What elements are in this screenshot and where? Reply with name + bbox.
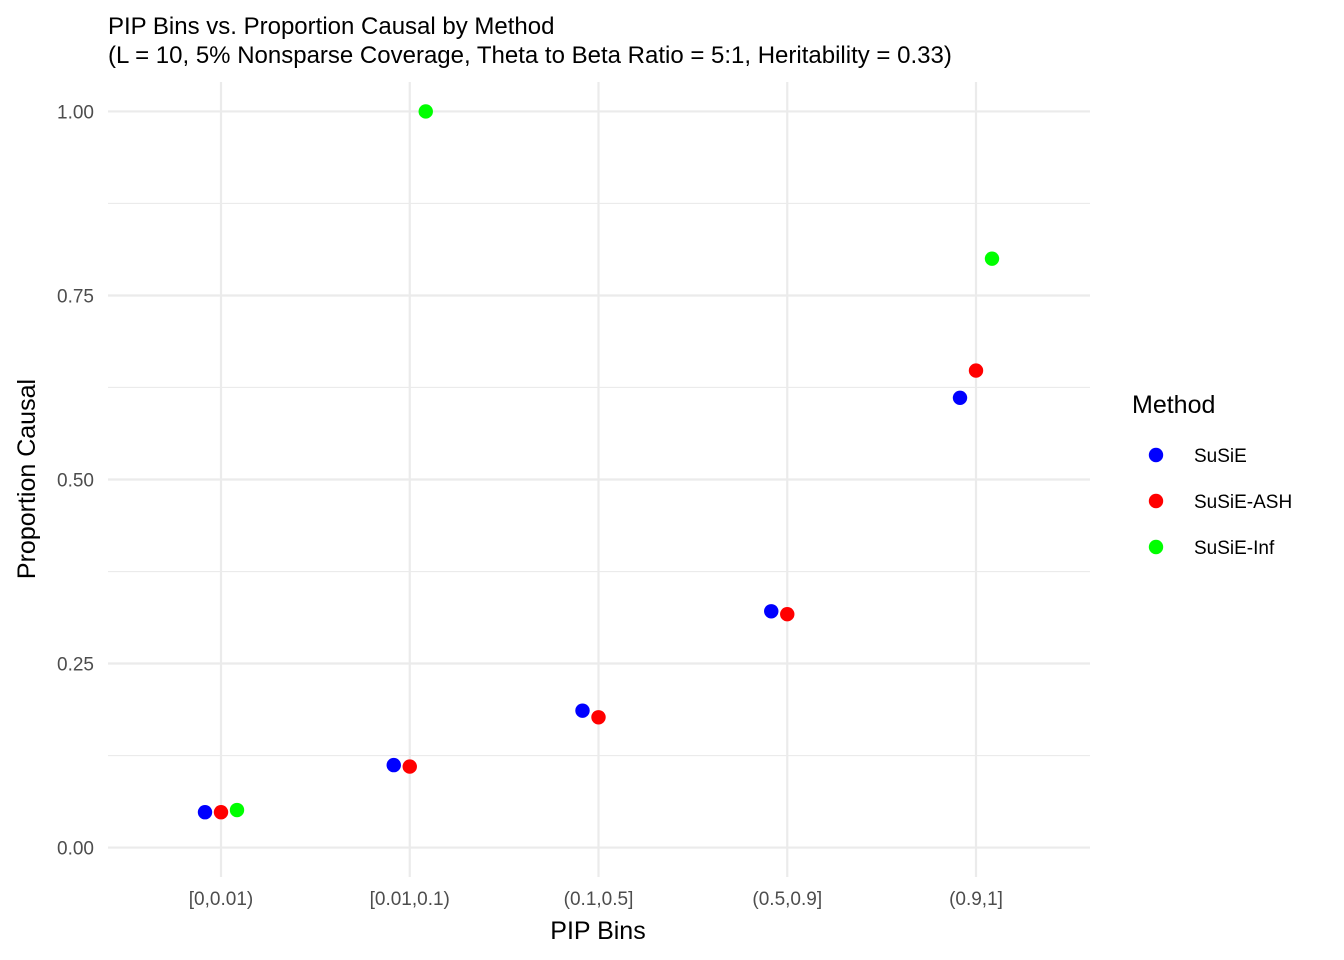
y-tick-label: 0.00 [57, 839, 94, 860]
y-axis-ticks: 0.00 0.25 0.50 0.75 1.00 [57, 102, 94, 859]
x-tick-label: [0.01,0.1) [370, 889, 450, 910]
data-point-susie-ash [968, 363, 984, 378]
legend-title: Method [1132, 391, 1215, 419]
x-axis-ticks: [0,0.01) [0.01,0.1) (0.1,0.5] (0.5,0.9] (0.9… [189, 889, 1003, 910]
y-tick-label: 1.00 [57, 102, 94, 123]
legend: Method SuSiE SuSiE-ASH SuSiE-Inf [1132, 391, 1292, 559]
data-point-susie [575, 703, 590, 718]
chart-subtitle: (L = 10, 5% Nonsparse Coverage, Theta to… [108, 42, 952, 69]
legend-label: SuSiE-Inf [1194, 538, 1275, 559]
data-point-susie-inf [418, 104, 433, 119]
data-point-susie [197, 805, 213, 820]
legend-key [1148, 447, 1164, 463]
legend-label: SuSiE-ASH [1194, 492, 1292, 513]
y-axis-label: Proportion Causal [13, 379, 41, 579]
legend-key [1148, 493, 1164, 509]
x-tick-label: (0.5,0.9] [752, 889, 822, 910]
x-axis-label: PIP Bins [550, 917, 645, 945]
data-point-susie-inf [984, 251, 1000, 266]
data-point-susie-ash [213, 805, 229, 820]
x-tick-label: [0,0.01) [189, 889, 253, 910]
data-point-susie [386, 757, 401, 773]
data-point-susie-ash [780, 607, 795, 622]
legend-key [1148, 539, 1164, 555]
chart-title: PIP Bins vs. Proportion Causal by Method [108, 13, 554, 40]
data-point-susie [952, 390, 968, 405]
legend-label: SuSiE [1194, 446, 1247, 467]
grid [108, 82, 1090, 877]
x-tick-label: (0.9,1] [949, 889, 1003, 910]
data-point-susie-inf [229, 802, 245, 818]
data-points [197, 104, 1000, 820]
y-tick-label: 0.50 [57, 471, 94, 492]
y-tick-label: 0.75 [57, 286, 94, 307]
data-point-susie-ash [591, 710, 606, 725]
y-tick-label: 0.25 [57, 655, 94, 676]
x-tick-label: (0.1,0.5] [564, 889, 634, 910]
data-point-susie [764, 604, 779, 619]
data-point-susie-ash [402, 759, 417, 774]
